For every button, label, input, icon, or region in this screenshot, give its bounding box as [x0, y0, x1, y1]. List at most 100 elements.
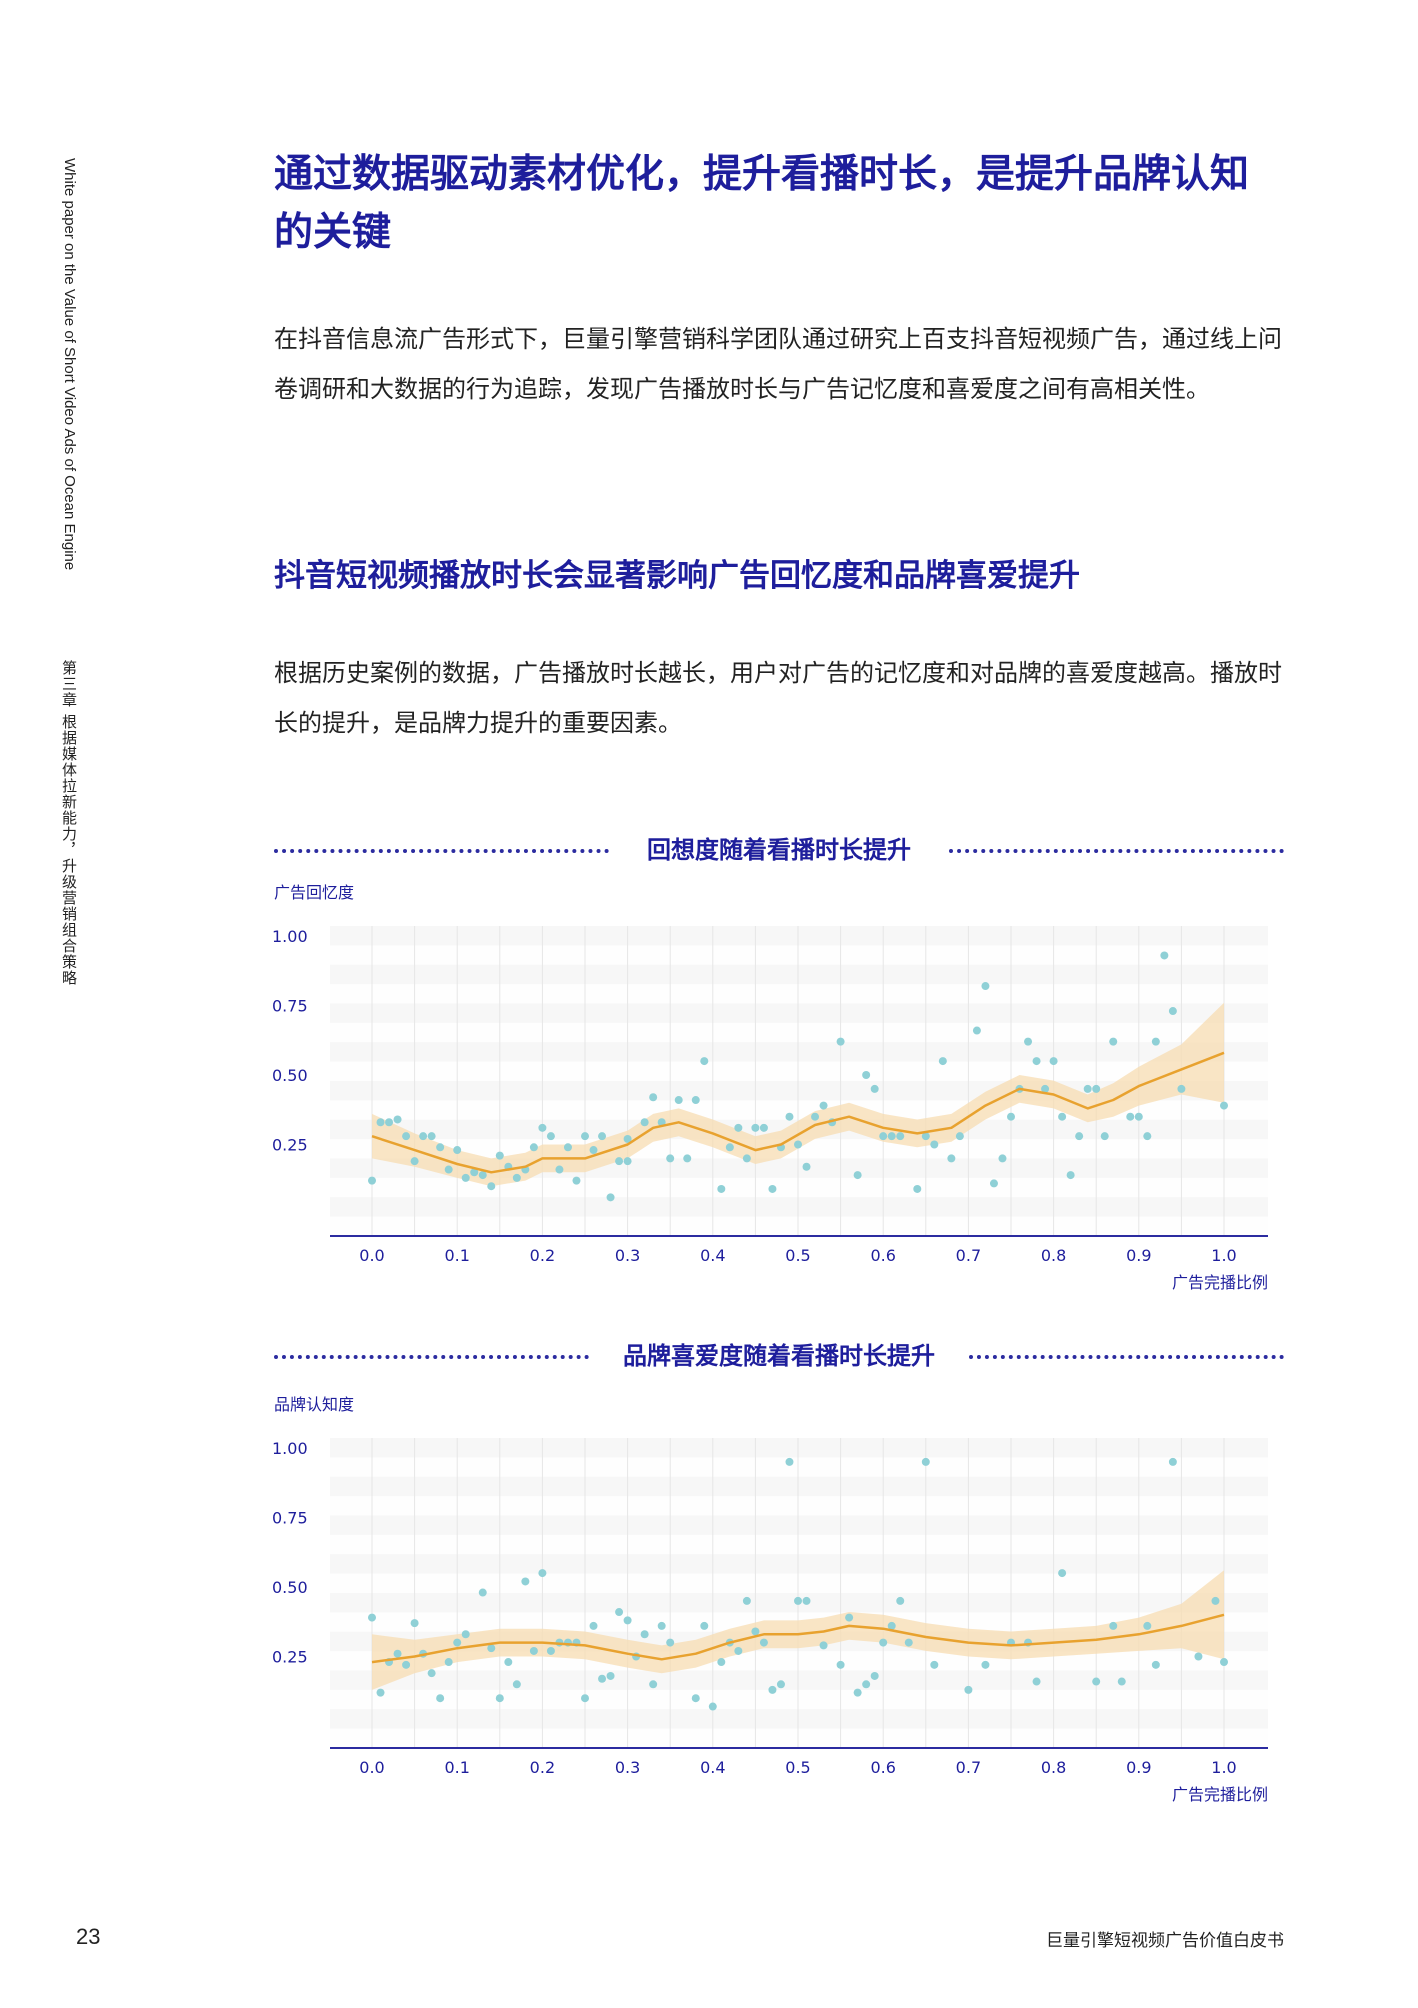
chart-1-title-wrap: 回想度随着看播时长提升 [274, 830, 1284, 870]
chart-band-stripe [330, 1177, 1268, 1198]
chart-data-point [453, 1638, 462, 1647]
chart-data-point [521, 1577, 530, 1586]
chart-data-point [487, 1644, 496, 1653]
chart-y-tick-label: 0.25 [272, 1648, 308, 1667]
chart-data-point [563, 1143, 572, 1152]
chart-data-point [1109, 1037, 1118, 1046]
chart-data-point [538, 1123, 547, 1132]
chart-y-axis-label: 广告回忆度 [274, 883, 354, 902]
chart-data-point [862, 1680, 871, 1689]
chart-data-point [1143, 1621, 1152, 1630]
chart-x-tick-label: 0.4 [700, 1246, 725, 1265]
chart-data-point [853, 1171, 862, 1180]
chart-band-stripe [330, 1457, 1268, 1477]
chart-data-point [410, 1619, 419, 1628]
chart-data-point [368, 1176, 376, 1185]
chart-data-point [1126, 1112, 1135, 1121]
chart-band-stripe [330, 1534, 1268, 1555]
chart-data-point [402, 1132, 411, 1141]
chart-data-point [725, 1143, 734, 1152]
chart-x-tick-label: 0.9 [1126, 1246, 1151, 1265]
chart-data-point [981, 982, 990, 991]
chart-data-point [1168, 1007, 1177, 1016]
brand-liking-scatter-chart: 品牌认知度 0.25 0.50 0.75 1.00 0.0 0.1 0.2 0.3 0.4 0.5 0… [272, 1395, 1268, 1804]
chart-data-point [811, 1112, 820, 1121]
chart-y-axis-label: 品牌认知度 [274, 1395, 354, 1414]
chart-band-stripe [330, 1573, 1268, 1593]
chart-data-point [853, 1688, 862, 1697]
chart-data-point [410, 1157, 419, 1166]
chart-data-point [546, 1132, 555, 1141]
chart-data-point [649, 1093, 658, 1102]
chart-band-stripe [330, 1100, 1268, 1120]
chart-data-point [921, 1132, 930, 1141]
chart-data-point [674, 1096, 683, 1105]
chart-2-dotted-rule-left [274, 1355, 589, 1359]
chart-data-point [930, 1140, 939, 1149]
chart-data-point [1058, 1569, 1067, 1578]
section-subheading: 抖音短视频播放时长会显著影响广告回忆度和品牌喜爱提升 [274, 558, 1080, 594]
chart-data-point [1049, 1057, 1058, 1066]
chart-data-point [470, 1168, 479, 1177]
chart-data-point [581, 1132, 589, 1141]
chart-data-point [512, 1680, 521, 1689]
chart-data-point [989, 1179, 998, 1188]
chart-band-stripe [330, 945, 1268, 965]
chart-data-point [478, 1588, 487, 1597]
chart-y-tick-label: 0.50 [272, 1578, 308, 1597]
chart-data-point [742, 1154, 751, 1163]
chart-data-point [376, 1688, 385, 1697]
chart-data-point [691, 1096, 700, 1105]
chart-data-point [802, 1162, 811, 1171]
chart-data-point [615, 1157, 624, 1166]
chart-data-point [461, 1630, 470, 1639]
chart-data-point [1092, 1677, 1101, 1686]
chart-data-point [1151, 1037, 1160, 1046]
chart-data-point [751, 1123, 760, 1132]
chart-x-tick-label: 0.0 [359, 1246, 384, 1265]
intro-paragraph: 在抖音信息流广告形式下，巨量引擎营销科学团队通过研究上百支抖音短视频广告，通过线… [274, 325, 1282, 403]
chart-data-point [572, 1176, 581, 1185]
chart-x-tick-label: 0.7 [956, 1246, 981, 1265]
chart-data-point [436, 1143, 445, 1152]
chart-data-point [768, 1184, 777, 1193]
chart-data-point [759, 1123, 768, 1132]
chart-band-stripe [330, 1022, 1268, 1043]
chart-data-point [623, 1616, 632, 1625]
chart-data-point [768, 1685, 777, 1694]
chart-data-point [785, 1112, 794, 1121]
chart-y-tick-label: 1.00 [272, 1439, 308, 1458]
chart-data-point [1168, 1457, 1177, 1466]
chart-data-point [1092, 1084, 1101, 1093]
chart-data-point [487, 1182, 496, 1191]
chart-data-point [1083, 1084, 1092, 1093]
chart-2-title-row: 品牌喜爱度随着看播时长提升 [274, 1336, 1284, 1376]
chart-data-point [879, 1638, 888, 1647]
chart-data-point [598, 1132, 607, 1141]
chart-data-point [368, 1613, 376, 1622]
chart-data-point [589, 1146, 598, 1155]
chart-data-point [1058, 1112, 1067, 1121]
chart-data-point [1211, 1596, 1220, 1605]
chart-data-point [802, 1596, 811, 1605]
chart-data-point [1075, 1132, 1084, 1141]
chart-data-point [836, 1037, 845, 1046]
chart-band-stripe [330, 1216, 1268, 1236]
chart-x-tick-label: 0.1 [444, 1758, 469, 1777]
chart-data-point [734, 1646, 743, 1655]
chart-data-point [972, 1026, 981, 1035]
footer-title: 巨量引擎短视频广告价值白皮书 [1046, 1931, 1284, 1951]
chart-data-point [700, 1621, 709, 1630]
chart-band-stripe [330, 1728, 1268, 1748]
chart-1-dotted-rule-right [949, 849, 1284, 853]
chart-data-point [402, 1660, 411, 1669]
chart-x-tick-label: 0.7 [956, 1758, 981, 1777]
chart-data-point [1220, 1658, 1228, 1667]
chart-data-point [1041, 1084, 1050, 1093]
chart-data-point [393, 1115, 402, 1124]
chart-data-point [691, 1694, 700, 1703]
chart-data-point [495, 1151, 504, 1160]
chart-y-tick-label: 0.75 [272, 997, 308, 1016]
chart-data-point [606, 1193, 615, 1202]
chart-data-point [623, 1134, 632, 1143]
